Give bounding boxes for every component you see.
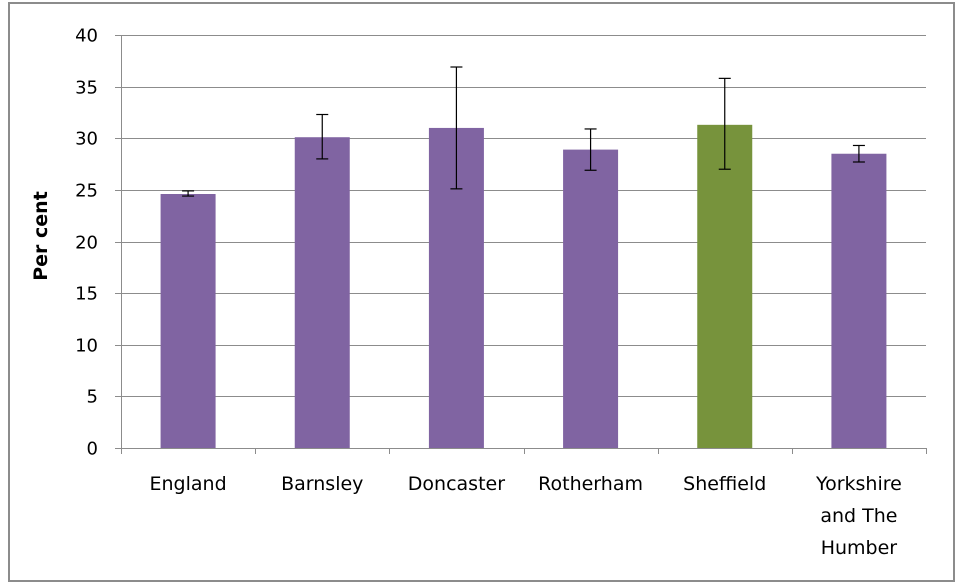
x-tick-label: Sheffield: [683, 473, 766, 495]
error-bars: [182, 66, 865, 197]
y-tick-label: 0: [87, 439, 98, 460]
y-tick-label: 15: [75, 284, 98, 305]
bars: [160, 124, 887, 449]
y-axis-label: Per cent: [30, 191, 52, 281]
x-tick-labels: England Barnsley Doncaster Rotherham Sheffie…: [150, 473, 902, 559]
x-tick-label: Barnsley: [281, 473, 363, 495]
x-tick-label: England: [150, 473, 227, 495]
y-tick-label: 25: [75, 181, 98, 202]
y-tick-label: 20: [75, 233, 98, 254]
y-tick-label: 30: [75, 129, 98, 150]
bar: [831, 153, 887, 449]
bar: [697, 124, 753, 448]
x-tick-label: Yorkshire and The Humber: [815, 473, 902, 559]
y-tick-labels: 0 5 10 15 20 25 30 35 40: [75, 26, 98, 460]
gridlines: [115, 35, 926, 449]
x-tick-label: Doncaster: [408, 473, 505, 495]
x-tick-label: Rotherham: [538, 473, 643, 495]
axes: [121, 35, 927, 454]
y-tick-label: 10: [75, 336, 98, 357]
y-tick-label: 35: [75, 78, 98, 99]
bar: [160, 194, 216, 448]
bar: [563, 149, 619, 449]
y-tick-label: 40: [75, 26, 98, 47]
bar: [294, 137, 350, 448]
y-tick-label: 5: [87, 387, 98, 408]
